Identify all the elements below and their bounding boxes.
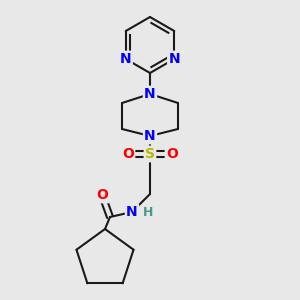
Text: N: N — [126, 205, 138, 219]
Text: N: N — [168, 52, 180, 66]
Text: O: O — [122, 147, 134, 161]
Text: N: N — [144, 87, 156, 101]
Text: O: O — [166, 147, 178, 161]
Text: H: H — [143, 206, 153, 220]
Text: N: N — [144, 129, 156, 143]
Text: S: S — [145, 147, 155, 161]
Text: O: O — [96, 188, 108, 202]
Text: N: N — [120, 52, 132, 66]
